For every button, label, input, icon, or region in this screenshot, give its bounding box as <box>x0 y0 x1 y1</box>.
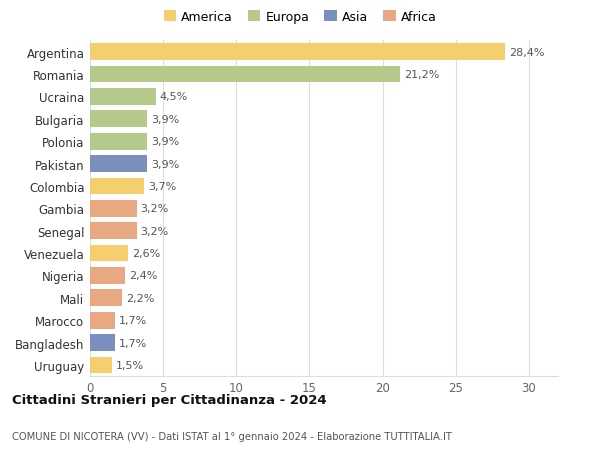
Text: 3,2%: 3,2% <box>140 204 169 214</box>
Text: 4,5%: 4,5% <box>160 92 188 102</box>
Text: 1,5%: 1,5% <box>116 360 144 370</box>
Bar <box>90 223 137 240</box>
Text: 28,4%: 28,4% <box>509 47 545 57</box>
Bar <box>90 89 156 106</box>
Bar <box>90 134 147 150</box>
Bar <box>90 312 115 329</box>
Bar <box>90 67 400 83</box>
Bar <box>90 201 137 217</box>
Text: 3,9%: 3,9% <box>151 159 179 169</box>
Text: 3,9%: 3,9% <box>151 114 179 124</box>
Bar <box>90 335 115 351</box>
Bar <box>90 245 128 262</box>
Text: 2,2%: 2,2% <box>126 293 154 303</box>
Bar <box>90 178 144 195</box>
Text: 2,4%: 2,4% <box>129 271 157 281</box>
Text: 3,7%: 3,7% <box>148 181 176 191</box>
Text: 3,9%: 3,9% <box>151 137 179 147</box>
Text: COMUNE DI NICOTERA (VV) - Dati ISTAT al 1° gennaio 2024 - Elaborazione TUTTITALI: COMUNE DI NICOTERA (VV) - Dati ISTAT al … <box>12 431 452 441</box>
Text: 3,2%: 3,2% <box>140 226 169 236</box>
Text: 21,2%: 21,2% <box>404 70 439 80</box>
Text: 1,7%: 1,7% <box>119 338 147 348</box>
Text: 1,7%: 1,7% <box>119 315 147 325</box>
Text: 2,6%: 2,6% <box>131 248 160 258</box>
Legend: America, Europa, Asia, Africa: America, Europa, Asia, Africa <box>161 9 439 27</box>
Bar <box>90 111 147 128</box>
Text: Cittadini Stranieri per Cittadinanza - 2024: Cittadini Stranieri per Cittadinanza - 2… <box>12 393 326 406</box>
Bar <box>90 268 125 284</box>
Bar <box>90 357 112 374</box>
Bar <box>90 156 147 173</box>
Bar <box>90 44 505 61</box>
Bar <box>90 290 122 307</box>
